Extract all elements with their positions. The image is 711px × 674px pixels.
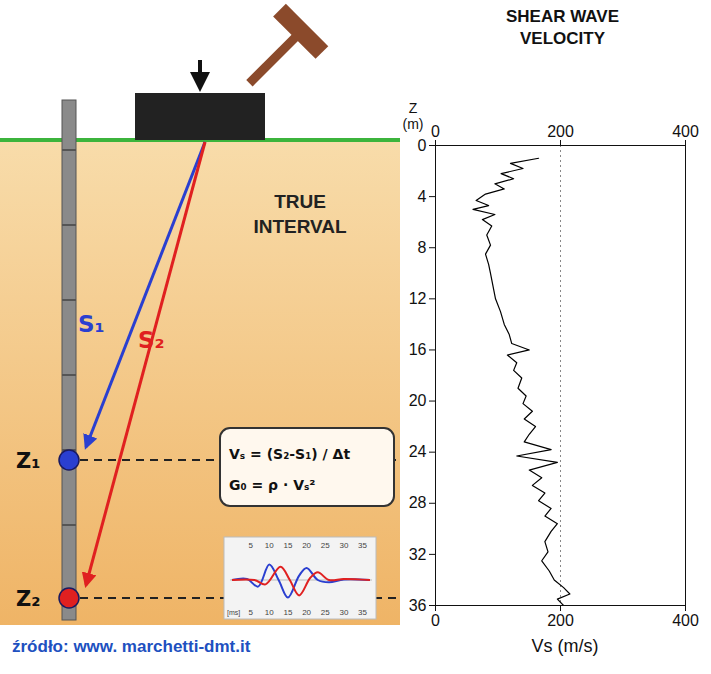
svg-text:8: 8 xyxy=(418,239,427,256)
html-text:Vs (m/s): Vs (m/s) xyxy=(531,636,599,656)
svg-text:Z₁: Z₁ xyxy=(16,449,40,473)
svg-text:[ms]: [ms] xyxy=(227,609,240,617)
svg-text:10: 10 xyxy=(265,608,274,617)
svg-text:12: 12 xyxy=(409,290,427,307)
svg-text:32: 32 xyxy=(409,546,427,563)
svg-text:16: 16 xyxy=(409,341,427,358)
svg-text:35: 35 xyxy=(358,608,367,617)
html-text:Z (m): Z (m) xyxy=(402,100,424,132)
svg-text:15: 15 xyxy=(283,608,292,617)
svg-text:20: 20 xyxy=(409,392,427,409)
svg-text:24: 24 xyxy=(409,443,427,460)
html-text:SHEAR WAVE VELOCITY: SHEAR WAVE VELOCITY xyxy=(506,7,619,48)
svg-text:0: 0 xyxy=(418,137,427,154)
svg-text:30: 30 xyxy=(339,608,348,617)
svg-text:400: 400 xyxy=(672,612,699,629)
svg-text:Z₂: Z₂ xyxy=(16,587,40,611)
svg-text:15: 15 xyxy=(283,541,292,550)
svg-text:36: 36 xyxy=(409,597,427,614)
svg-text:S₁: S₁ xyxy=(78,311,105,337)
svg-text:20: 20 xyxy=(302,608,311,617)
svg-text:0: 0 xyxy=(431,123,440,140)
svg-text:4: 4 xyxy=(418,188,427,205)
svg-text:400: 400 xyxy=(672,123,699,140)
svg-text:0: 0 xyxy=(431,612,440,629)
svg-text:28: 28 xyxy=(409,494,427,511)
svg-text:35: 35 xyxy=(358,541,367,550)
svg-text:5: 5 xyxy=(248,608,253,617)
svg-text:30: 30 xyxy=(339,541,348,550)
svg-text:5: 5 xyxy=(248,541,253,550)
svg-text:200: 200 xyxy=(547,123,574,140)
svg-text:źródło: www. marchetti-dmt.it: źródło: www. marchetti-dmt.it xyxy=(12,637,251,656)
svg-text:25: 25 xyxy=(321,608,330,617)
svg-text:25: 25 xyxy=(321,541,330,550)
svg-text:S₂: S₂ xyxy=(138,327,165,353)
svg-text:Vₛ = (S₂-S₁) / Δt: Vₛ = (S₂-S₁) / Δt xyxy=(229,446,350,462)
svg-text:10: 10 xyxy=(265,541,274,550)
svg-text:G₀ = ρ · Vₛ²: G₀ = ρ · Vₛ² xyxy=(229,477,316,493)
svg-text:20: 20 xyxy=(302,541,311,550)
svg-text:TRUEINTERVAL: TRUEINTERVAL xyxy=(253,191,347,237)
svg-text:200: 200 xyxy=(547,612,574,629)
